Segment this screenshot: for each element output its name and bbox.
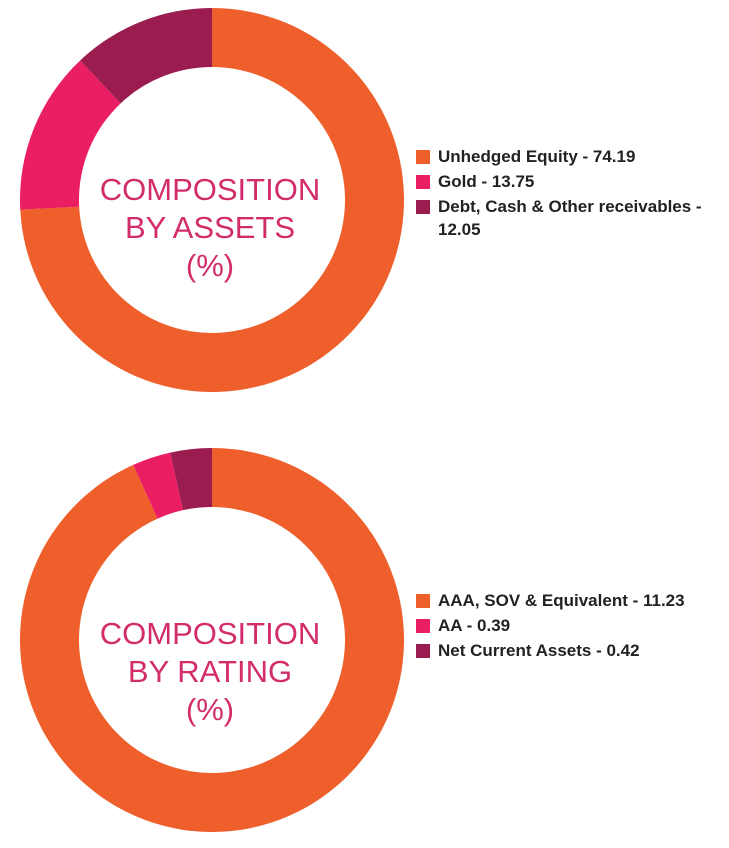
rating-title-line-3: (%)	[185, 692, 235, 727]
assets-composition-chart: COMPOSITION BY ASSETS (%) Unhedged Equit…	[0, 0, 729, 400]
donut-slice-2	[80, 7, 212, 104]
rating-donut	[20, 448, 404, 832]
rating-chart-title: COMPOSITION BY RATING (%)	[40, 615, 380, 729]
legend-item-unhedged-equity: Unhedged Equity - 74.19	[416, 145, 726, 168]
legend-label: Unhedged Equity - 74.19	[438, 147, 636, 166]
donut-slice-1	[133, 452, 184, 519]
donut-slice-0	[20, 8, 404, 392]
legend-item-aaa-sov: AAA, SOV & Equivalent - 11.23	[416, 589, 726, 612]
legend-label: Debt, Cash & Other receivables - 12.05	[438, 197, 702, 239]
assets-donut	[19, 7, 404, 392]
assets-legend: Unhedged Equity - 74.19 Gold - 13.75 Deb…	[416, 145, 726, 243]
legend-label: AAA, SOV & Equivalent - 11.23	[438, 591, 685, 610]
assets-title-line-1: COMPOSITION	[99, 172, 321, 207]
legend-label: Gold - 13.75	[438, 172, 535, 191]
legend-swatch	[416, 175, 430, 189]
legend-item-gold: Gold - 13.75	[416, 170, 726, 193]
assets-title-line-3: (%)	[185, 248, 235, 283]
legend-item-debt-cash-other: Debt, Cash & Other receivables - 12.05	[416, 195, 726, 241]
assets-title-line-2: BY ASSETS	[124, 210, 295, 245]
legend-item-aa: AA - 0.39	[416, 614, 726, 637]
donut-slice-0	[20, 448, 404, 832]
rating-composition-chart: COMPOSITION BY RATING (%) AAA, SOV & Equ…	[0, 440, 729, 840]
legend-swatch	[416, 644, 430, 658]
rating-title-line-1: COMPOSITION	[99, 616, 321, 651]
legend-item-net-current-assets: Net Current Assets - 0.42	[416, 639, 726, 662]
donut-slice-2	[170, 448, 212, 511]
legend-label: AA - 0.39	[438, 616, 511, 635]
legend-swatch	[416, 619, 430, 633]
legend-swatch	[416, 200, 430, 214]
legend-swatch	[416, 150, 430, 164]
donut-slice-1	[19, 60, 121, 210]
assets-chart-title: COMPOSITION BY ASSETS (%)	[40, 171, 380, 285]
rating-legend: AAA, SOV & Equivalent - 11.23 AA - 0.39 …	[416, 589, 726, 664]
legend-swatch	[416, 594, 430, 608]
legend-label: Net Current Assets - 0.42	[438, 641, 640, 660]
rating-title-line-2: BY RATING	[127, 654, 293, 689]
